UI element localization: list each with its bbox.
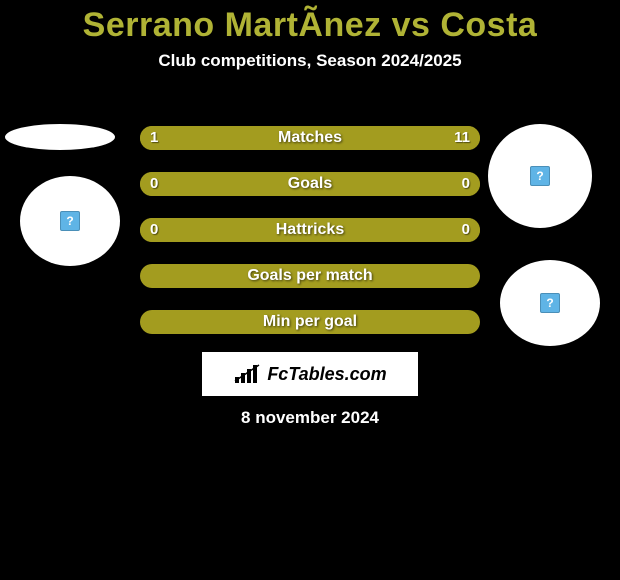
bar-label: Goals per match (140, 264, 480, 288)
page-title: Serrano MartÃ­nez vs Costa (0, 0, 620, 45)
bar-label: Min per goal (140, 310, 480, 334)
bar-label: Hattricks (140, 218, 480, 242)
comparison-bars: 1 Matches 11 0 Goals 0 0 Hattricks 0 Goa… (140, 126, 480, 356)
question-icon: ? (540, 293, 560, 313)
decor-circle-right-top: ? (488, 124, 592, 228)
bar-row-min-per-goal: Min per goal (140, 310, 480, 334)
branding-box: FcTables.com (202, 352, 418, 396)
bar-right-value: 0 (462, 172, 470, 196)
bar-row-hattricks: 0 Hattricks 0 (140, 218, 480, 242)
decor-circle-right-bottom: ? (500, 260, 600, 346)
question-icon: ? (60, 211, 80, 231)
bar-right-value: 0 (462, 218, 470, 242)
decor-oval-left-top (5, 124, 115, 150)
bar-label: Matches (140, 126, 480, 150)
page-subtitle: Club competitions, Season 2024/2025 (0, 51, 620, 71)
decor-circle-left: ? (20, 176, 120, 266)
bar-row-matches: 1 Matches 11 (140, 126, 480, 150)
bar-chart-icon (233, 363, 261, 385)
bar-row-goals-per-match: Goals per match (140, 264, 480, 288)
bar-right-value: 11 (454, 126, 470, 150)
page-date: 8 november 2024 (0, 408, 620, 428)
bar-row-goals: 0 Goals 0 (140, 172, 480, 196)
branding-text: FcTables.com (267, 364, 386, 385)
question-icon: ? (530, 166, 550, 186)
bar-label: Goals (140, 172, 480, 196)
